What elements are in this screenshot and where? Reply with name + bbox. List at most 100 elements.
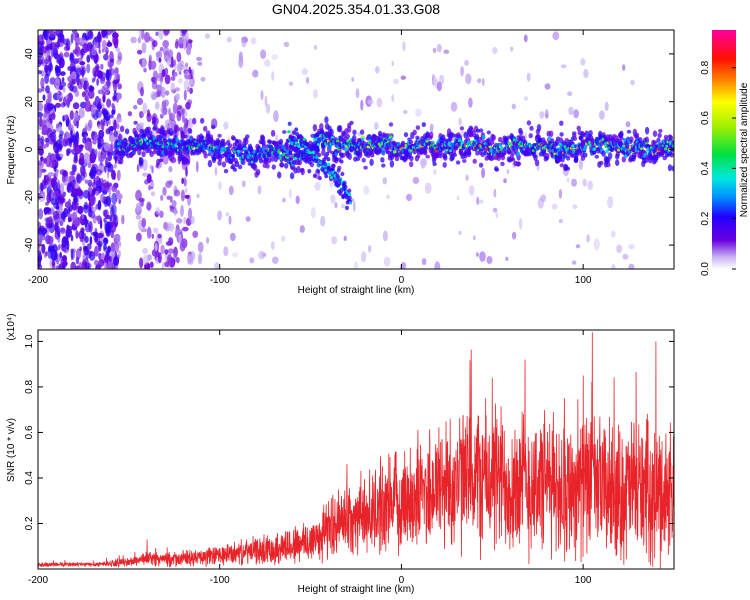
- heatmap-cell: [140, 112, 145, 118]
- heatmap-cell: [300, 153, 305, 158]
- heatmap-cell: [174, 87, 180, 92]
- heatmap-cell: [182, 226, 189, 232]
- heatmap-cell: [169, 50, 174, 57]
- heatmap-cell: [76, 174, 82, 184]
- heatmap-cell: [156, 145, 160, 151]
- heatmap-cell: [55, 156, 62, 161]
- heatmap-cell: [89, 155, 94, 164]
- heatmap-cell: [116, 92, 122, 100]
- heatmap-cell: [158, 30, 164, 40]
- heatmap-cell: [133, 120, 138, 125]
- heatmap-cell: [110, 221, 117, 233]
- heatmap-cell: [137, 37, 141, 44]
- heatmap-cell: [473, 235, 476, 241]
- heatmap-cell: [152, 136, 157, 141]
- heatmap-cell: [282, 130, 287, 134]
- heatmap-cell: [185, 62, 189, 68]
- heatmap-cell: [400, 75, 406, 80]
- heatmap-cell: [559, 163, 564, 168]
- heatmap-cell: [110, 58, 115, 63]
- heatmap-cell: [169, 63, 175, 68]
- heatmap-cell: [456, 196, 460, 201]
- heatmap-cell: [429, 123, 434, 133]
- heatmap-cell: [118, 198, 121, 205]
- heatmap-cell: [551, 203, 558, 210]
- heatmap-cell: [72, 139, 79, 144]
- heatmap-cell: [44, 217, 50, 223]
- heatmap-cell: [61, 77, 65, 83]
- heatmap-cell: [554, 139, 560, 146]
- heatmap-cell: [287, 130, 291, 134]
- heatmap-cell: [170, 76, 176, 81]
- y-tick-label: 0.8: [24, 380, 35, 394]
- heatmap-cell: [79, 61, 86, 66]
- heatmap-cell: [330, 194, 336, 204]
- heatmap-cell: [144, 32, 150, 43]
- heatmap-cell: [81, 228, 85, 240]
- heatmap-cell: [183, 134, 188, 139]
- heatmap-cell: [310, 207, 316, 219]
- heatmap-cell: [103, 237, 108, 244]
- heatmap-cell: [69, 84, 74, 92]
- heatmap-cell: [97, 150, 101, 162]
- heatmap-cell: [163, 99, 169, 107]
- heatmap-cell: [97, 31, 102, 43]
- heatmap-cell: [142, 159, 148, 171]
- heatmap-cell: [476, 196, 480, 205]
- heatmap-cell: [176, 52, 182, 63]
- heatmap-cell: [478, 128, 484, 133]
- heatmap-cell: [231, 163, 236, 170]
- heatmap-cell: [94, 95, 101, 107]
- heatmap-cell: [67, 66, 72, 71]
- heatmap-cell: [38, 208, 44, 220]
- y-tick-label: 1.0: [24, 334, 35, 348]
- heatmap-cell: [644, 136, 650, 144]
- heatmap-cell: [305, 76, 310, 84]
- heatmap-cell: [42, 179, 45, 185]
- heatmap-cell: [68, 138, 74, 144]
- heatmap-cell: [540, 194, 547, 203]
- heatmap-cell: [75, 229, 79, 239]
- heatmap-cell: [103, 243, 107, 251]
- heatmap-cell: [214, 262, 220, 269]
- heatmap-cell: [38, 102, 44, 112]
- heatmap-cell: [312, 124, 318, 132]
- heatmap-cell: [107, 151, 113, 162]
- heatmap-cell: [169, 112, 176, 122]
- heatmap-cell: [44, 174, 52, 182]
- heatmap-cell: [67, 213, 73, 218]
- heatmap-cell: [363, 185, 370, 195]
- heatmap-cell: [44, 251, 48, 257]
- heatmap-cell: [353, 200, 356, 212]
- heatmap-cell: [617, 148, 621, 152]
- heatmap-cell: [114, 73, 121, 80]
- heatmap-cell: [231, 136, 237, 141]
- heatmap-cell: [48, 95, 52, 104]
- heatmap-cell: [38, 134, 41, 141]
- heatmap-cell: [84, 96, 89, 102]
- heatmap-cell: [549, 130, 554, 138]
- heatmap-cell: [44, 137, 49, 143]
- heatmap-cell: [330, 167, 335, 172]
- heatmap-cell: [571, 178, 577, 187]
- heatmap-cell: [70, 248, 74, 261]
- heatmap-cell: [103, 142, 111, 152]
- heatmap-cell: [375, 66, 380, 74]
- heatmap-cell: [152, 150, 157, 155]
- colorbar-tick-label: 0.6: [700, 111, 711, 125]
- heatmap-cell: [214, 166, 218, 176]
- heatmap-cell: [187, 127, 192, 134]
- heatmap-cell: [459, 146, 463, 150]
- heatmap-cell: [331, 236, 338, 245]
- heatmap-cell: [159, 210, 164, 218]
- heatmap-cell: [587, 180, 593, 191]
- heatmap-cell: [565, 155, 571, 161]
- heatmap-cell: [107, 163, 114, 173]
- heatmap-cell: [139, 157, 144, 165]
- chart-title: GN04.2025.354.01.33.G08: [272, 1, 440, 17]
- heatmap-cell: [420, 158, 427, 167]
- heatmap-cell: [578, 158, 584, 170]
- heatmap-cell: [460, 66, 464, 77]
- heatmap-cell: [599, 110, 605, 120]
- heatmap-cell: [162, 40, 169, 48]
